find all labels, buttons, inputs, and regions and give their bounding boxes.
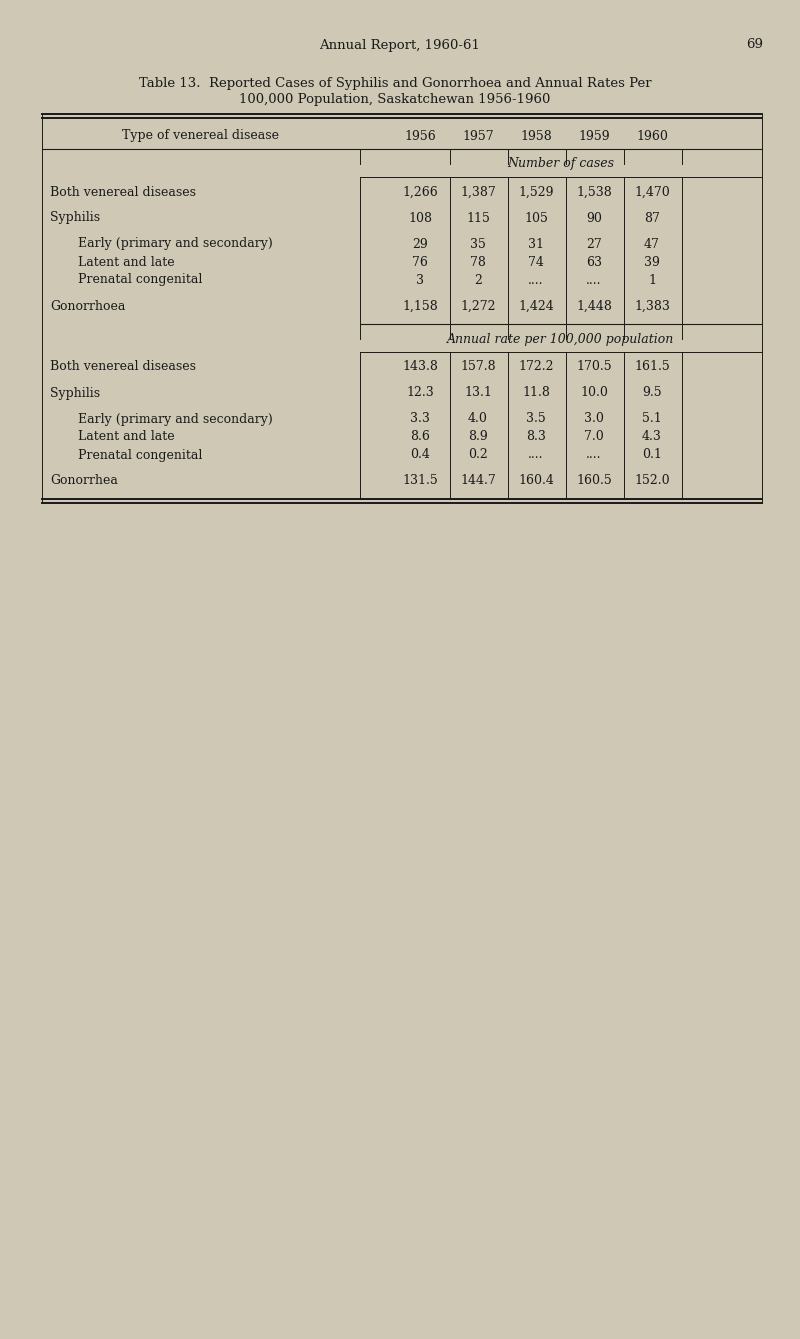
Text: ....: .... xyxy=(586,449,602,462)
Text: 90: 90 xyxy=(586,212,602,225)
Text: 35: 35 xyxy=(470,237,486,250)
Text: 105: 105 xyxy=(524,212,548,225)
Text: 1956: 1956 xyxy=(404,130,436,142)
Text: 144.7: 144.7 xyxy=(460,474,496,487)
Text: Annual Report, 1960-61: Annual Report, 1960-61 xyxy=(319,39,481,51)
Text: 160.4: 160.4 xyxy=(518,474,554,487)
Text: Early (primary and secondary): Early (primary and secondary) xyxy=(78,412,273,426)
Text: Gonorrhoea: Gonorrhoea xyxy=(50,300,126,312)
Text: 87: 87 xyxy=(644,212,660,225)
Text: 160.5: 160.5 xyxy=(576,474,612,487)
Text: 76: 76 xyxy=(412,256,428,269)
Text: 170.5: 170.5 xyxy=(576,360,612,374)
Text: Prenatal congenital: Prenatal congenital xyxy=(78,449,202,462)
Text: 29: 29 xyxy=(412,237,428,250)
Text: ....: .... xyxy=(528,449,544,462)
Text: 0.2: 0.2 xyxy=(468,449,488,462)
Text: 31: 31 xyxy=(528,237,544,250)
Text: Gonorrhea: Gonorrhea xyxy=(50,474,118,487)
Text: 10.0: 10.0 xyxy=(580,387,608,399)
Text: 161.5: 161.5 xyxy=(634,360,670,374)
Text: 8.9: 8.9 xyxy=(468,431,488,443)
Text: ....: .... xyxy=(528,273,544,287)
Text: 1958: 1958 xyxy=(520,130,552,142)
Text: 1959: 1959 xyxy=(578,130,610,142)
Text: 4.3: 4.3 xyxy=(642,431,662,443)
Text: Table 13.  Reported Cases of Syphilis and Gonorrhoea and Annual Rates Per: Table 13. Reported Cases of Syphilis and… xyxy=(138,76,651,90)
Text: 152.0: 152.0 xyxy=(634,474,670,487)
Text: 1,387: 1,387 xyxy=(460,186,496,198)
Text: 7.0: 7.0 xyxy=(584,431,604,443)
Text: 172.2: 172.2 xyxy=(518,360,554,374)
Text: 1960: 1960 xyxy=(636,130,668,142)
Text: 1,538: 1,538 xyxy=(576,186,612,198)
Text: 1: 1 xyxy=(648,273,656,287)
Text: 3.3: 3.3 xyxy=(410,412,430,426)
Text: 47: 47 xyxy=(644,237,660,250)
Text: 131.5: 131.5 xyxy=(402,474,438,487)
Text: Both venereal diseases: Both venereal diseases xyxy=(50,186,196,198)
Text: 27: 27 xyxy=(586,237,602,250)
Text: 1,448: 1,448 xyxy=(576,300,612,312)
Text: 1,158: 1,158 xyxy=(402,300,438,312)
Text: 1,470: 1,470 xyxy=(634,186,670,198)
Text: 1,272: 1,272 xyxy=(460,300,496,312)
Text: 1,383: 1,383 xyxy=(634,300,670,312)
Text: 108: 108 xyxy=(408,212,432,225)
Text: 74: 74 xyxy=(528,256,544,269)
Text: 1957: 1957 xyxy=(462,130,494,142)
Text: Latent and late: Latent and late xyxy=(78,431,174,443)
Text: Latent and late: Latent and late xyxy=(78,256,174,269)
Text: 8.6: 8.6 xyxy=(410,431,430,443)
Text: Syphilis: Syphilis xyxy=(50,387,100,399)
Text: 2: 2 xyxy=(474,273,482,287)
Text: 3.0: 3.0 xyxy=(584,412,604,426)
Text: 4.0: 4.0 xyxy=(468,412,488,426)
Text: Prenatal congenital: Prenatal congenital xyxy=(78,273,202,287)
Text: 0.4: 0.4 xyxy=(410,449,430,462)
Text: 3.5: 3.5 xyxy=(526,412,546,426)
Text: 1,529: 1,529 xyxy=(518,186,554,198)
Text: Number of cases: Number of cases xyxy=(507,158,614,170)
Text: Syphilis: Syphilis xyxy=(50,212,100,225)
Text: 1,424: 1,424 xyxy=(518,300,554,312)
Text: Annual rate per 100,000 population: Annual rate per 100,000 population xyxy=(447,332,674,345)
Text: 63: 63 xyxy=(586,256,602,269)
Text: 78: 78 xyxy=(470,256,486,269)
Text: 11.8: 11.8 xyxy=(522,387,550,399)
Text: ....: .... xyxy=(586,273,602,287)
Text: Early (primary and secondary): Early (primary and secondary) xyxy=(78,237,273,250)
Text: 12.3: 12.3 xyxy=(406,387,434,399)
Text: 13.1: 13.1 xyxy=(464,387,492,399)
Text: 157.8: 157.8 xyxy=(460,360,496,374)
Text: Both venereal diseases: Both venereal diseases xyxy=(50,360,196,374)
Text: 100,000 Population, Saskatchewan 1956-1960: 100,000 Population, Saskatchewan 1956-19… xyxy=(239,94,550,107)
Text: 9.5: 9.5 xyxy=(642,387,662,399)
Text: 0.1: 0.1 xyxy=(642,449,662,462)
Text: 69: 69 xyxy=(746,39,763,51)
Text: 1,266: 1,266 xyxy=(402,186,438,198)
Text: 143.8: 143.8 xyxy=(402,360,438,374)
Text: 5.1: 5.1 xyxy=(642,412,662,426)
Text: 8.3: 8.3 xyxy=(526,431,546,443)
Text: Type of venereal disease: Type of venereal disease xyxy=(122,130,278,142)
Text: 3: 3 xyxy=(416,273,424,287)
Text: 115: 115 xyxy=(466,212,490,225)
Text: 39: 39 xyxy=(644,256,660,269)
